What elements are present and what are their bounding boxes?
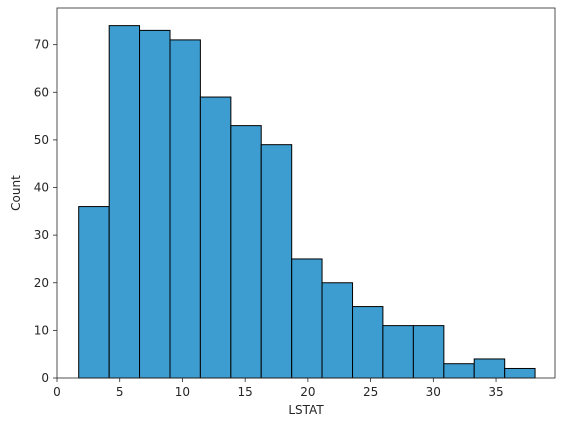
y-tick-label: 60	[34, 85, 49, 99]
y-tick-label: 70	[34, 38, 49, 52]
x-axis-ticks: 0 5 10 15 20 25 30 35	[53, 378, 504, 399]
histogram-bar	[504, 367, 536, 379]
y-tick-label: 50	[34, 133, 49, 147]
histogram-bar	[443, 363, 475, 379]
histogram-bar	[291, 258, 323, 379]
histogram-bar	[139, 29, 171, 379]
histogram-bar	[382, 325, 414, 379]
y-tick-label: 10	[34, 323, 49, 337]
x-tick-label: 30	[426, 385, 441, 399]
histogram-bar	[169, 39, 201, 379]
x-tick-label: 10	[175, 385, 190, 399]
y-tick-label: 40	[34, 181, 49, 195]
x-tick-label: 15	[238, 385, 253, 399]
plot-frame	[56, 7, 556, 379]
x-tick-label: 0	[53, 385, 61, 399]
histogram-bar	[230, 125, 262, 379]
histogram-bar	[473, 358, 506, 379]
histogram-bar	[321, 282, 354, 379]
histogram-bar	[352, 306, 384, 379]
x-tick-label: 25	[363, 385, 378, 399]
x-tick-label: 5	[116, 385, 124, 399]
x-tick-label: 20	[300, 385, 315, 399]
y-axis-ticks: 0 10 20 30 40 50 60 70	[34, 38, 57, 385]
y-axis-label: Count	[9, 175, 23, 211]
histogram-bar	[78, 206, 110, 379]
histogram-bar	[199, 96, 232, 379]
histogram-bar	[108, 25, 141, 379]
y-tick-label: 20	[34, 276, 49, 290]
histogram-bar	[260, 144, 293, 379]
y-tick-label: 30	[34, 228, 49, 242]
x-tick-label: 35	[488, 385, 503, 399]
y-tick-label: 0	[41, 371, 49, 385]
histogram-bar	[412, 325, 445, 379]
bars-group	[78, 25, 536, 379]
x-axis-label: LSTAT	[288, 403, 324, 417]
